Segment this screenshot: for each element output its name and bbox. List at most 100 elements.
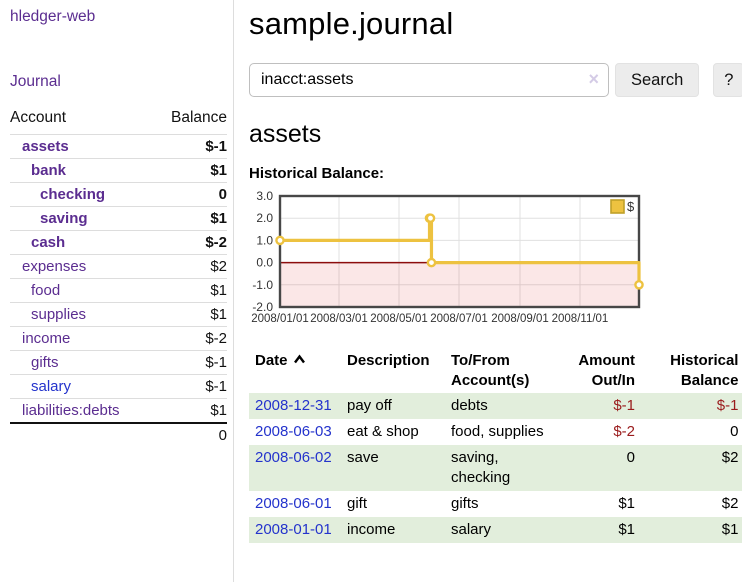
sidebar-account-row: expenses $2 — [10, 254, 227, 279]
register-description: save — [341, 445, 445, 491]
sidebar-account-link[interactable]: cash — [31, 234, 66, 251]
sidebar-account-row: saving $1 — [10, 206, 227, 231]
register-row: 2008-12-31 pay off debts $-1 $-1 — [249, 393, 742, 419]
register-amount: 0 — [563, 445, 641, 491]
register-table: Date Description To/From Account(s) Amou… — [249, 349, 742, 543]
register-balance: $-1 — [641, 393, 742, 419]
sidebar-account-link[interactable]: salary — [31, 378, 72, 395]
sort-ascending-icon — [293, 354, 305, 364]
clear-search-icon[interactable]: × — [588, 69, 599, 89]
register-accounts: gifts — [451, 495, 479, 512]
sidebar-account-row: assets $-1 — [10, 134, 227, 159]
search-input[interactable] — [249, 63, 609, 97]
sidebar-account-balance: $-2 — [153, 230, 227, 255]
chart-title: Historical Balance: — [249, 165, 385, 182]
register-row: 2008-06-03 eat & shop food, supplies $-2 0 — [249, 419, 742, 445]
sidebar-account-row: salary $-1 — [10, 374, 227, 399]
register-description: pay off — [341, 393, 445, 419]
sidebar-account-balance: $1 — [153, 206, 227, 231]
page-title: sample.journal — [249, 6, 454, 41]
register-amount: $1 — [618, 495, 635, 512]
sidebar-account-row: food $1 — [10, 278, 227, 303]
help-button[interactable]: ? — [713, 63, 742, 97]
sidebar-account-balance: $-1 — [153, 134, 227, 159]
sidebar-account-link[interactable]: liabilities:debts — [22, 402, 120, 419]
sidebar-account-balance: $-1 — [153, 350, 227, 375]
search-box: × — [249, 63, 609, 97]
svg-text:2.0: 2.0 — [256, 211, 273, 225]
search-button[interactable]: Search — [615, 63, 700, 97]
brand-link[interactable]: hledger-web — [10, 8, 96, 25]
register-date-cell: 2008-06-03 — [249, 419, 341, 445]
register-accounts: food, supplies — [451, 423, 544, 440]
register-accounts: saving, checking — [445, 445, 563, 491]
sidebar-account-balance: $1 — [153, 158, 227, 183]
svg-text:2008/05/01: 2008/05/01 — [370, 313, 428, 325]
svg-text:-2.0: -2.0 — [252, 300, 273, 314]
sidebar-account-balance: 0 — [153, 182, 227, 207]
register-column-balance: Historical Balance — [670, 352, 739, 389]
register-body: 2008-12-31 pay off debts $-1 $-1 2008-06-03 ea… — [249, 393, 742, 543]
register-amount: $1 — [563, 517, 641, 543]
sidebar-account-link[interactable]: food — [31, 282, 61, 299]
sidebar-account-link[interactable]: gifts — [31, 354, 59, 371]
sidebar-account-balance: $1 — [153, 398, 227, 423]
account-title: assets — [249, 120, 322, 148]
sidebar-account-balance: $2 — [153, 254, 227, 279]
sidebar-account-link[interactable]: supplies — [31, 306, 87, 323]
register-column-date-label: Date — [255, 352, 288, 369]
register-column-accounts: To/From Account(s) — [451, 352, 530, 389]
search-bar: × Search ? — [249, 63, 742, 97]
sidebar-account-row: liabilities:debts $1 — [10, 398, 227, 423]
accounts-header-row: Account Balance — [10, 107, 227, 135]
sidebar-item-journal[interactable]: Journal — [10, 73, 61, 90]
register-accounts: debts — [445, 393, 563, 419]
register-description: gift — [347, 495, 368, 512]
accounts-total-spacer — [10, 422, 154, 447]
svg-text:2008/03/01: 2008/03/01 — [310, 313, 368, 325]
sidebar-account-link[interactable]: saving — [40, 210, 88, 227]
register-date-link[interactable]: 2008-12-31 — [255, 397, 332, 414]
register-balance: $1 — [641, 517, 742, 543]
sidebar-account-link[interactable]: assets — [22, 138, 69, 155]
register-balance: 0 — [730, 423, 739, 440]
register-balance: $2 — [641, 445, 742, 491]
register-accounts: salary — [445, 517, 563, 543]
register-column-amount: Amount Out/In — [578, 352, 635, 389]
register-header-row: Date Description To/From Account(s) Amou… — [249, 349, 742, 393]
sidebar-account-link[interactable]: income — [22, 330, 71, 347]
register-amount: $-2 — [613, 423, 635, 440]
svg-text:$: $ — [627, 199, 635, 214]
sidebar-account-row: checking 0 — [10, 182, 227, 207]
register-date-link[interactable]: 2008-06-01 — [255, 495, 332, 512]
svg-text:0.0: 0.0 — [256, 256, 273, 270]
register-date-link[interactable]: 2008-06-03 — [255, 423, 332, 440]
register-amount: $-1 — [563, 393, 641, 419]
sidebar-account-link[interactable]: checking — [40, 186, 106, 203]
register-date-cell: 2008-12-31 — [249, 393, 341, 419]
sidebar-account-row: cash $-2 — [10, 230, 227, 255]
sidebar-accounts-table: Account Balance assets $-1 bank $1 checking 0… — [10, 107, 227, 447]
register-date-cell: 2008-06-02 — [249, 445, 341, 491]
sidebar-account-row: gifts $-1 — [10, 350, 227, 375]
sidebar-account-link[interactable]: bank — [31, 162, 67, 179]
register-column-description: Description — [347, 352, 430, 369]
accounts-column-balance: Balance — [170, 109, 227, 126]
sidebar-accounts-body: assets $-1 bank $1 checking 0 saving $1 cash $-2 e… — [10, 134, 227, 423]
svg-text:2008/07/01: 2008/07/01 — [430, 313, 488, 325]
register-date-link[interactable]: 2008-01-01 — [255, 521, 332, 538]
register-date-cell: 2008-01-01 — [249, 517, 341, 543]
sidebar-account-link[interactable]: expenses — [22, 258, 87, 275]
accounts-total-value: 0 — [153, 422, 227, 447]
svg-text:1.0: 1.0 — [256, 233, 273, 247]
register-column-date[interactable]: Date — [249, 349, 341, 393]
sidebar-account-row: supplies $1 — [10, 302, 227, 327]
svg-text:2008/11/01: 2008/11/01 — [552, 313, 609, 325]
register-date-link[interactable]: 2008-06-02 — [255, 449, 332, 466]
sidebar-account-balance: $-1 — [153, 374, 227, 399]
svg-text:2008/09/01: 2008/09/01 — [491, 313, 549, 325]
register-balance: $2 — [721, 495, 739, 512]
sidebar: hledger-web Journal Account Balance asse… — [0, 0, 234, 582]
svg-text:2008/01/01: 2008/01/01 — [251, 313, 309, 325]
